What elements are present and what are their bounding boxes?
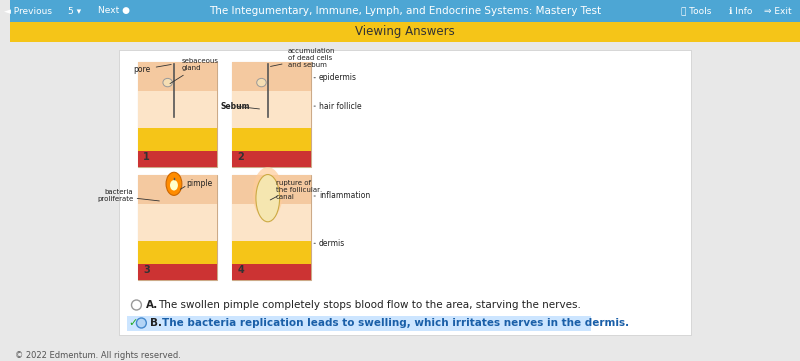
FancyBboxPatch shape — [232, 241, 311, 264]
FancyBboxPatch shape — [232, 151, 311, 167]
FancyBboxPatch shape — [232, 62, 311, 91]
FancyBboxPatch shape — [232, 91, 311, 128]
FancyBboxPatch shape — [232, 175, 311, 204]
Text: rupture of
the follicular
canal: rupture of the follicular canal — [276, 180, 320, 200]
FancyBboxPatch shape — [118, 50, 691, 335]
FancyBboxPatch shape — [232, 204, 311, 241]
FancyBboxPatch shape — [138, 62, 218, 91]
FancyBboxPatch shape — [138, 264, 218, 280]
Text: The swollen pimple completely stops blood flow to the area, starving the nerves.: The swollen pimple completely stops bloo… — [158, 300, 581, 310]
Circle shape — [131, 300, 142, 310]
Text: accumulation
of dead cells
and sebum: accumulation of dead cells and sebum — [270, 48, 335, 68]
Ellipse shape — [256, 174, 280, 222]
Circle shape — [137, 318, 146, 328]
Text: 4: 4 — [237, 265, 244, 275]
Text: dermis: dermis — [319, 239, 346, 248]
Text: ◄ Previous: ◄ Previous — [4, 6, 52, 16]
FancyBboxPatch shape — [138, 128, 218, 151]
Text: © 2022 Edmentum. All rights reserved.: © 2022 Edmentum. All rights reserved. — [15, 351, 181, 360]
FancyBboxPatch shape — [232, 175, 311, 280]
FancyBboxPatch shape — [126, 316, 590, 331]
Text: B.: B. — [150, 318, 162, 328]
FancyBboxPatch shape — [138, 204, 218, 241]
FancyBboxPatch shape — [232, 128, 311, 151]
Text: The Integumentary, Immune, Lymph, and Endocrine Systems: Mastery Test: The Integumentary, Immune, Lymph, and En… — [209, 6, 601, 16]
FancyBboxPatch shape — [138, 62, 218, 167]
Text: The bacteria replication leads to swelling, which irritates nerves in the dermis: The bacteria replication leads to swelli… — [162, 318, 630, 328]
FancyBboxPatch shape — [138, 241, 218, 264]
Text: inflammation: inflammation — [319, 191, 370, 200]
Text: 3: 3 — [143, 265, 150, 275]
Text: epidermis: epidermis — [319, 73, 357, 82]
FancyBboxPatch shape — [10, 22, 800, 42]
FancyBboxPatch shape — [138, 175, 218, 280]
Text: 1: 1 — [143, 152, 150, 162]
Text: hair follicle: hair follicle — [319, 101, 362, 110]
FancyBboxPatch shape — [138, 151, 218, 167]
Text: 🔧 Tools: 🔧 Tools — [681, 6, 711, 16]
FancyBboxPatch shape — [232, 62, 311, 167]
Text: ✓: ✓ — [129, 318, 138, 328]
Text: pore: pore — [134, 65, 171, 74]
Ellipse shape — [257, 78, 266, 87]
Ellipse shape — [166, 172, 182, 195]
Ellipse shape — [253, 167, 282, 219]
FancyBboxPatch shape — [232, 264, 311, 280]
FancyBboxPatch shape — [10, 0, 800, 22]
Text: ℹ Info: ℹ Info — [729, 6, 753, 16]
Text: Next ●: Next ● — [98, 6, 130, 16]
Text: 2: 2 — [237, 152, 244, 162]
Text: ⇒ Exit: ⇒ Exit — [765, 6, 792, 16]
Ellipse shape — [170, 180, 178, 191]
Text: sebaceous
gland: sebaceous gland — [170, 58, 219, 84]
Ellipse shape — [163, 78, 172, 87]
FancyBboxPatch shape — [138, 91, 218, 128]
Text: pimple: pimple — [186, 178, 212, 187]
FancyBboxPatch shape — [138, 175, 218, 204]
Text: 5 ▾: 5 ▾ — [68, 6, 81, 16]
Text: A.: A. — [146, 300, 158, 310]
Text: Viewing Answers: Viewing Answers — [355, 26, 455, 39]
Text: Sebum: Sebum — [220, 101, 250, 110]
Text: bacteria
proliferate: bacteria proliferate — [98, 190, 134, 203]
